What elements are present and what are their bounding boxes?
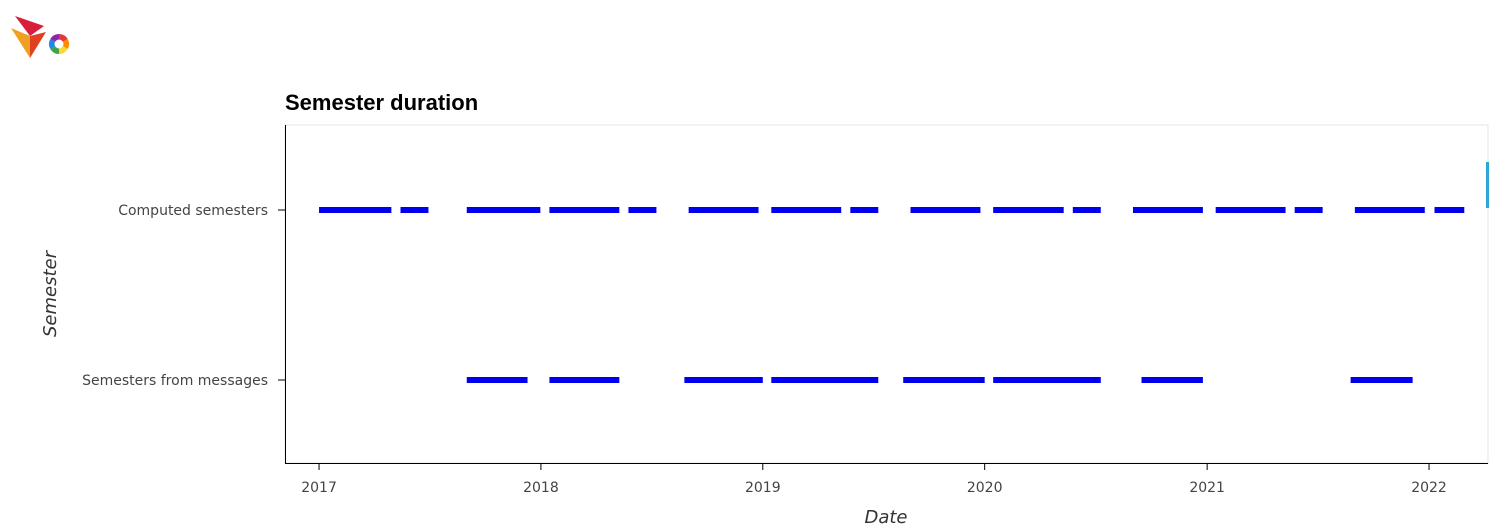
bokeh-logo-icon <box>8 12 78 60</box>
x-axis-title: Date <box>864 507 907 525</box>
x-tick-label: 2022 <box>1411 480 1447 496</box>
y-axis-ticks: Computed semesters Semesters from message… <box>82 203 285 389</box>
x-tick-label: 2019 <box>745 480 781 496</box>
x-tick-label: 2017 <box>301 480 337 496</box>
segments-group <box>319 207 1465 383</box>
x-tick-label: 2020 <box>967 480 1003 496</box>
x-tick-label: 2018 <box>523 480 559 496</box>
chart-title: Semester duration <box>285 90 479 115</box>
x-axis-ticks: 2017 2018 2019 2020 2021 2022 <box>301 463 1447 496</box>
y-tick-label: Computed semesters <box>118 203 268 219</box>
y-tick-label: Semesters from messages <box>82 373 268 389</box>
y-axis-title: Semester <box>40 249 61 337</box>
toolbar-indicator <box>1486 162 1489 208</box>
x-tick-label: 2021 <box>1189 480 1225 496</box>
plot-frame <box>284 124 1489 464</box>
